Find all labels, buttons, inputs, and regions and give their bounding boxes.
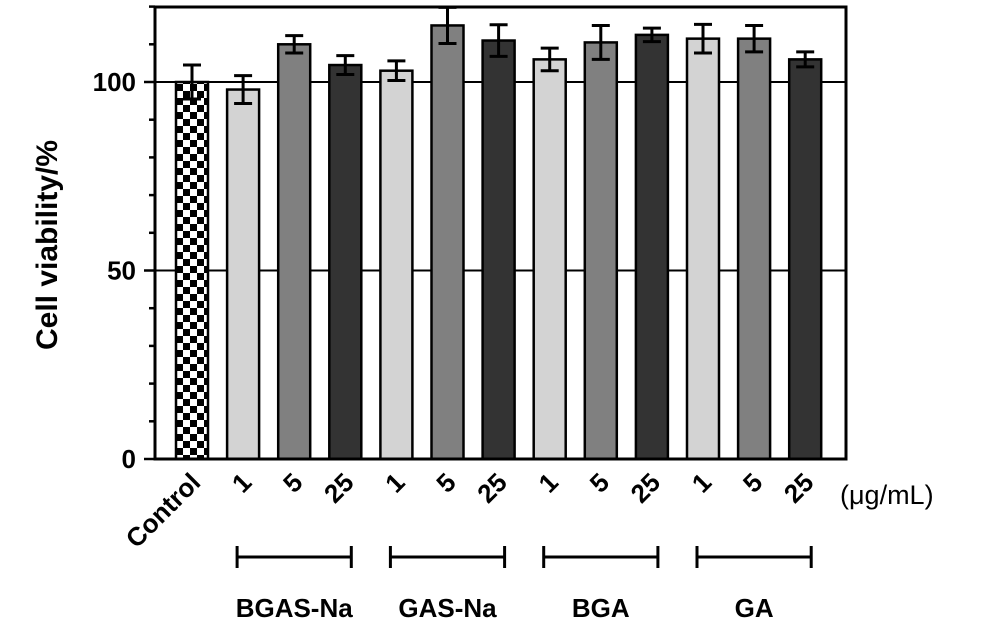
x-tick-label-2: 5 xyxy=(277,467,308,498)
bar-6 xyxy=(481,39,516,461)
bar-7 xyxy=(532,58,567,461)
y-axis: 0 50 100 xyxy=(93,5,155,474)
x-tick-label-7: 1 xyxy=(532,467,563,498)
group-label-1: GAS-Na xyxy=(398,593,497,623)
y-tick-label-0: 0 xyxy=(122,444,136,474)
bar-5 xyxy=(430,24,465,461)
bar-8 xyxy=(583,41,619,461)
x-tick-label-3: 25 xyxy=(318,467,360,509)
bar-0 xyxy=(174,80,210,461)
y-tick-label-50: 50 xyxy=(107,256,136,286)
group-label-0: BGAS-Na xyxy=(236,593,354,623)
y-tick-label-100: 100 xyxy=(93,67,136,97)
x-tick-label-11: 5 xyxy=(737,467,768,498)
x-tick-label-12: 25 xyxy=(778,467,820,509)
bar-9 xyxy=(634,33,670,461)
unit-label: (μg/mL) xyxy=(840,480,934,510)
x-tick-labels: Control 1 5 25 1 5 25 1 5 25 1 5 25 xyxy=(120,467,820,554)
group-label-3: GA xyxy=(735,593,774,623)
x-tick-label-5: 5 xyxy=(430,467,461,498)
group-brackets: BGAS-Na GAS-Na BGA GA xyxy=(235,546,813,623)
bar-11 xyxy=(736,37,772,461)
group-label-2: BGA xyxy=(572,593,630,623)
x-tick-label-4: 1 xyxy=(379,467,410,498)
bar-3 xyxy=(328,63,363,461)
bar-1 xyxy=(225,88,261,461)
bar-12 xyxy=(787,58,823,461)
x-tick-label-9: 25 xyxy=(624,467,666,509)
bars xyxy=(174,24,823,461)
x-tick-label-1: 1 xyxy=(226,467,257,498)
x-tick-label-0: Control xyxy=(120,467,207,554)
y-axis-label: Cell viability/% xyxy=(31,140,64,350)
bar-10 xyxy=(685,37,721,461)
bar-4 xyxy=(379,69,414,461)
bar-2 xyxy=(276,43,312,461)
x-tick-label-8: 5 xyxy=(584,467,615,498)
x-tick-label-10: 1 xyxy=(686,467,717,498)
x-tick-label-6: 25 xyxy=(471,467,513,509)
error-bars xyxy=(183,5,815,105)
